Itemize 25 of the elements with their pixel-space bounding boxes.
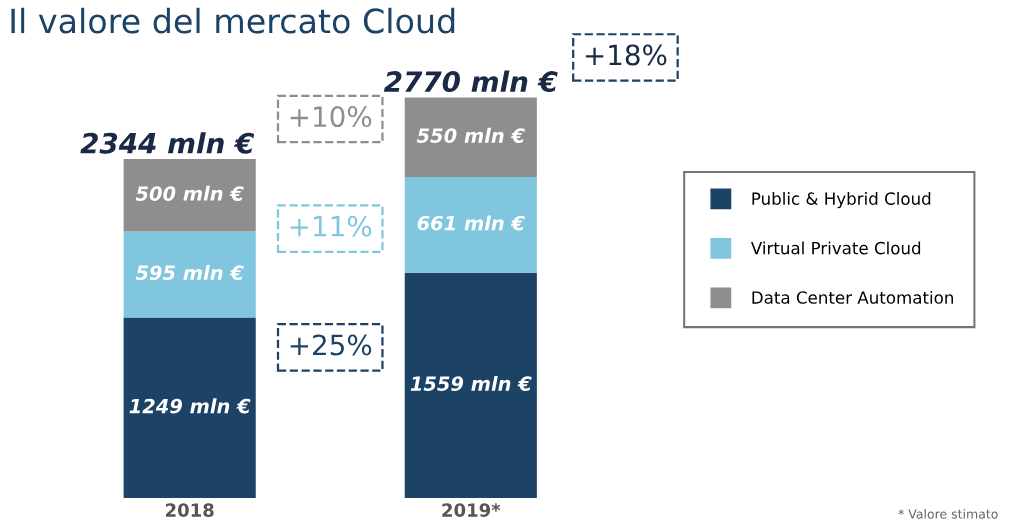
data-label: 550 mln €: [416, 127, 525, 143]
data-label: 1559 mln €: [410, 375, 532, 392]
bar: [404, 97, 537, 178]
data-label: 1249 mln €: [129, 398, 251, 414]
text: +18%: [585, 44, 667, 66]
total-label: 2344 mln €: [80, 132, 255, 154]
bar: [123, 231, 256, 318]
legend-label: Virtual Private Cloud: [750, 241, 921, 255]
x-tick-label: 2018: [165, 503, 214, 517]
bar: [123, 159, 256, 232]
data-label: 661 mln €: [417, 215, 525, 231]
total-label: 2770 mln €: [383, 70, 558, 93]
annotation: +11%: [290, 215, 372, 237]
text: * Valore stimato: [898, 509, 998, 519]
legend-label: Public & Hybrid Cloud: [752, 192, 931, 209]
annotation: +25%: [290, 334, 372, 356]
bar: [404, 272, 537, 499]
x-tick-label: 2019*: [442, 503, 501, 517]
bar: [404, 177, 537, 273]
legend-label: Data Center Automation: [752, 290, 953, 304]
annotation: +10%: [290, 106, 372, 128]
data-label: 500 mln €: [135, 185, 244, 201]
data-label: 595 mln €: [135, 265, 244, 281]
chart-title: Il valore del mercato Cloud: [11, 7, 455, 34]
bar: [123, 317, 256, 499]
